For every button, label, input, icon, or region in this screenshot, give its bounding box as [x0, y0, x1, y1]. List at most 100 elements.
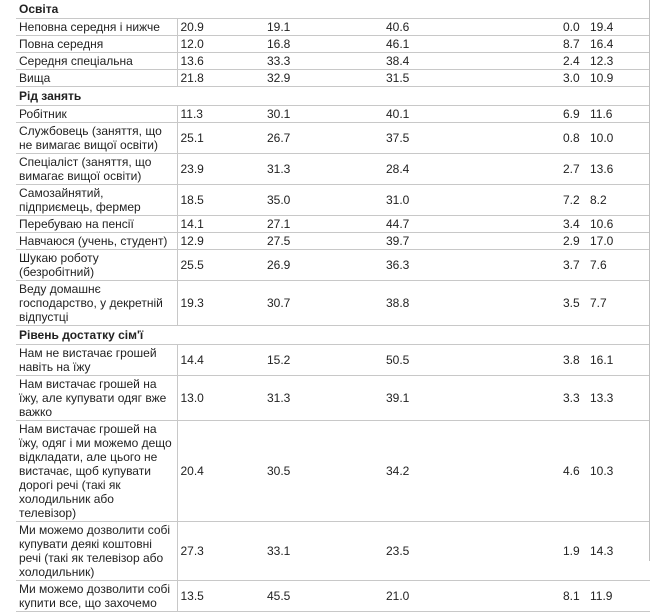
section-header-row: Освіта — [16, 0, 650, 19]
value-cell: 11.9 — [587, 580, 650, 612]
value-cell: 3.4 — [560, 215, 587, 233]
row-label: Нам вистачає грошей на їжу, але купувати… — [16, 375, 178, 421]
table-row: Ми можемо дозволити собі купити все, що … — [16, 580, 650, 612]
value-cell: 2.7 — [560, 153, 587, 185]
value-cell: 17.0 — [587, 232, 650, 250]
table-row: Вища 21.8 32.9 31.5 3.0 10.9 — [16, 69, 650, 87]
value-cell: 39.7 — [383, 232, 560, 250]
value-cell: 30.7 — [264, 280, 383, 326]
value-cell: 3.7 — [560, 249, 587, 281]
table-frame: Освіта Неповна середня і нижче 20.9 19.1 40.… — [16, 0, 650, 612]
table-row: Нам вистачає грошей на їжу, але купувати… — [16, 375, 650, 421]
value-cell: 34.2 — [383, 420, 560, 522]
value-cell: 6.9 — [560, 105, 587, 123]
value-cell: 8.7 — [560, 35, 587, 53]
row-label: Службовець (заняття, що не вимагає вищої… — [16, 122, 178, 154]
value-cell: 26.7 — [264, 122, 383, 154]
table-row: Спеціаліст (заняття, що вимагає вищої ос… — [16, 153, 650, 185]
value-cell: 31.5 — [383, 69, 560, 87]
survey-table: Освіта Неповна середня і нижче 20.9 19.1 40.… — [16, 0, 650, 612]
value-cell: 31.3 — [264, 153, 383, 185]
value-cell: 3.5 — [560, 280, 587, 326]
section-header-row: Рівень достатку сім'ї — [16, 325, 650, 345]
value-cell: 27.1 — [264, 215, 383, 233]
table-row: Шукаю роботу (безробітний) 25.5 26.9 36.3 3.… — [16, 249, 650, 281]
row-label: Шукаю роботу (безробітний) — [16, 249, 178, 281]
value-cell: 2.9 — [560, 232, 587, 250]
value-cell: 13.6 — [587, 153, 650, 185]
value-cell: 40.6 — [383, 18, 560, 36]
row-label: Самозайнятий, підприємець, фермер — [16, 184, 178, 216]
value-cell: 3.0 — [560, 69, 587, 87]
value-cell: 13.0 — [177, 375, 264, 421]
value-cell: 18.5 — [177, 184, 264, 216]
value-cell: 39.1 — [383, 375, 560, 421]
table-row: Середня спеціальна 13.6 33.3 38.4 2.4 12.3 — [16, 52, 650, 70]
value-cell: 0.8 — [560, 122, 587, 154]
value-cell: 25.5 — [177, 249, 264, 281]
value-cell: 20.9 — [177, 18, 264, 36]
value-cell: 16.1 — [587, 344, 650, 376]
value-cell: 13.3 — [587, 375, 650, 421]
table-row: Навчаюся (учень, студент) 12.9 27.5 39.7 2.9… — [16, 232, 650, 250]
value-cell: 4.6 — [560, 420, 587, 522]
value-cell: 26.9 — [264, 249, 383, 281]
value-cell: 23.5 — [383, 521, 560, 581]
value-cell: 38.8 — [383, 280, 560, 326]
value-cell: 32.9 — [264, 69, 383, 87]
value-cell: 30.1 — [264, 105, 383, 123]
value-cell: 0.0 — [560, 18, 587, 36]
value-cell: 23.9 — [177, 153, 264, 185]
row-label: Ми можемо дозволити собі купити все, що … — [16, 580, 178, 612]
value-cell: 8.1 — [560, 580, 587, 612]
value-cell: 31.0 — [383, 184, 560, 216]
table-row: Службовець (заняття, що не вимагає вищої… — [16, 122, 650, 154]
row-label: Неповна середня і нижче — [16, 18, 178, 36]
value-cell: 13.6 — [177, 52, 264, 70]
row-label: Нам не вистачає грошей навіть на їжу — [16, 344, 178, 376]
value-cell: 33.3 — [264, 52, 383, 70]
row-label: Спеціаліст (заняття, що вимагає вищої ос… — [16, 153, 178, 185]
table-row: Самозайнятий, підприємець, фермер 18.5 35.… — [16, 184, 650, 216]
value-cell: 14.4 — [177, 344, 264, 376]
value-cell: 12.0 — [177, 35, 264, 53]
table-row: Нам не вистачає грошей навіть на їжу 14.4… — [16, 344, 650, 376]
value-cell: 40.1 — [383, 105, 560, 123]
value-cell: 20.4 — [177, 420, 264, 522]
value-cell: 12.9 — [177, 232, 264, 250]
value-cell: 8.2 — [587, 184, 650, 216]
value-cell: 31.3 — [264, 375, 383, 421]
table-row: Ми можемо дозволити собі купувати деякі … — [16, 521, 650, 581]
value-cell: 30.5 — [264, 420, 383, 522]
value-cell: 10.6 — [587, 215, 650, 233]
row-label: Вища — [16, 69, 178, 87]
row-label: Навчаюся (учень, студент) — [16, 232, 178, 250]
value-cell: 19.4 — [587, 18, 650, 36]
table-row: Нам вистачає грошей на їжу, одяг і ми мо… — [16, 420, 650, 522]
value-cell: 45.5 — [264, 580, 383, 612]
value-cell: 14.3 — [587, 521, 650, 581]
section-header-row: Рід занять — [16, 86, 650, 106]
value-cell: 7.6 — [587, 249, 650, 281]
row-label: Середня спеціальна — [16, 52, 178, 70]
row-label: Робітник — [16, 105, 178, 123]
value-cell: 21.0 — [383, 580, 560, 612]
value-cell: 44.7 — [383, 215, 560, 233]
value-cell: 36.3 — [383, 249, 560, 281]
value-cell: 7.7 — [587, 280, 650, 326]
value-cell: 11.3 — [177, 105, 264, 123]
value-cell: 7.2 — [560, 184, 587, 216]
value-cell: 10.9 — [587, 69, 650, 87]
table-row: Веду домашнє господарство, у декретній в… — [16, 280, 650, 326]
row-label: Нам вистачає грошей на їжу, одяг і ми мо… — [16, 420, 178, 522]
value-cell: 10.0 — [587, 122, 650, 154]
value-cell: 37.5 — [383, 122, 560, 154]
value-cell: 28.4 — [383, 153, 560, 185]
value-cell: 13.5 — [177, 580, 264, 612]
value-cell: 16.4 — [587, 35, 650, 53]
value-cell: 38.4 — [383, 52, 560, 70]
table-row: Перебуваю на пенсії 14.1 27.1 44.7 3.4 10.6 — [16, 215, 650, 233]
value-cell: 3.3 — [560, 375, 587, 421]
value-cell: 15.2 — [264, 344, 383, 376]
row-label: Перебуваю на пенсії — [16, 215, 178, 233]
